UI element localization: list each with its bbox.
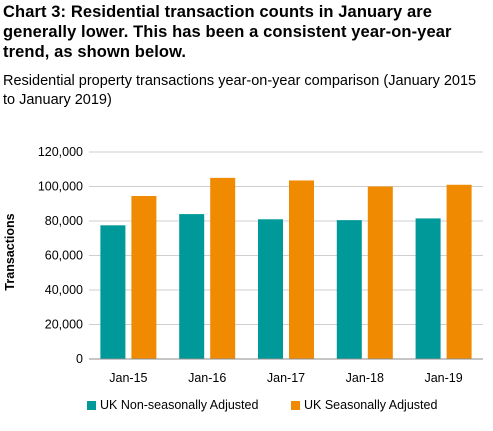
bar bbox=[210, 177, 236, 359]
bar bbox=[289, 180, 314, 359]
bar bbox=[179, 214, 205, 359]
axes: 0 20,000 40,000 60,000 80,000 100,000 120,000 J… bbox=[38, 145, 483, 385]
bar bbox=[258, 219, 283, 359]
y-tick-label: 60,000 bbox=[45, 249, 83, 263]
y-tick-label: 40,000 bbox=[45, 283, 83, 297]
bar bbox=[131, 195, 157, 359]
y-tick-label: 20,000 bbox=[45, 318, 83, 332]
legend: UK Non-seasonally Adjusted UK Seasonally… bbox=[0, 398, 493, 420]
chart-subtitle: Residential property transactions year-o… bbox=[3, 73, 477, 108]
y-axis-label: Transactions bbox=[3, 213, 17, 290]
x-tick-label: Jan-15 bbox=[109, 371, 147, 385]
bar bbox=[367, 186, 393, 359]
y-tick-label: 0 bbox=[76, 352, 83, 366]
chart-heading: Chart 3: Residential transaction counts … bbox=[3, 3, 452, 61]
legend-item-seasonal: UK Seasonally Adjusted bbox=[291, 398, 437, 412]
y-tick-label: 120,000 bbox=[38, 145, 83, 159]
legend-swatch-non-seasonal bbox=[87, 400, 96, 410]
x-tick-label: Jan-17 bbox=[267, 371, 305, 385]
legend-label-seasonal: UK Seasonally Adjusted bbox=[304, 398, 438, 412]
y-tick-label: 80,000 bbox=[45, 214, 83, 228]
x-tick-label: Jan-18 bbox=[346, 371, 384, 385]
bars bbox=[100, 177, 472, 359]
legend-item-non-seasonal: UK Non-seasonally Adjusted bbox=[87, 398, 258, 412]
bar bbox=[415, 218, 441, 359]
bar bbox=[446, 184, 472, 359]
legend-swatch-seasonal bbox=[291, 400, 300, 410]
legend-label-non-seasonal: UK Non-seasonally Adjusted bbox=[100, 398, 259, 412]
y-tick-label: 100,000 bbox=[38, 180, 83, 194]
x-tick-label: Jan-19 bbox=[424, 371, 462, 385]
bar bbox=[336, 220, 362, 359]
x-tick-label: Jan-16 bbox=[188, 371, 226, 385]
bar bbox=[100, 225, 126, 359]
